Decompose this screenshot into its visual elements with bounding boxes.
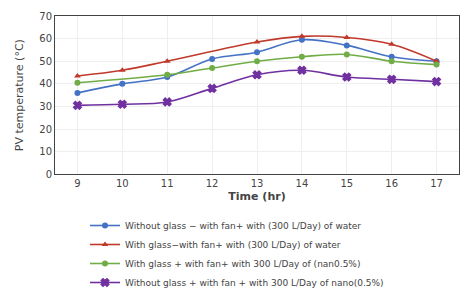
svg-text:14: 14 — [296, 178, 309, 189]
svg-text:40: 40 — [39, 78, 52, 89]
svg-text:70: 70 — [39, 11, 52, 22]
svg-text:With glass−with fan+ with (300: With glass−with fan+ with (300 L/Day) of… — [125, 240, 341, 250]
svg-text:Time (hr): Time (hr) — [228, 190, 285, 203]
svg-text:13: 13 — [251, 178, 264, 189]
svg-text:20: 20 — [39, 124, 52, 135]
svg-text:12: 12 — [206, 178, 219, 189]
svg-text:Without glass − with fan+ with: Without glass − with fan+ with (300 L/Da… — [125, 221, 361, 231]
svg-text:With glass + with fan+ with 30: With glass + with fan+ with 300 L/Day of… — [125, 259, 360, 269]
svg-text:50: 50 — [39, 56, 52, 67]
svg-text:10: 10 — [39, 146, 52, 157]
svg-text:16: 16 — [385, 178, 398, 189]
svg-text:Without glass + with fan + wit: Without glass + with fan + with 300 L/Da… — [125, 278, 384, 288]
svg-text:15: 15 — [340, 178, 353, 189]
svg-text:9: 9 — [74, 178, 80, 189]
svg-text:10: 10 — [116, 178, 129, 189]
svg-text:0: 0 — [46, 169, 52, 180]
svg-text:30: 30 — [39, 101, 52, 112]
svg-text:PV temperature (°C): PV temperature (°C) — [13, 39, 26, 151]
svg-text:17: 17 — [430, 178, 443, 189]
svg-text:60: 60 — [39, 33, 52, 44]
svg-text:11: 11 — [161, 178, 174, 189]
